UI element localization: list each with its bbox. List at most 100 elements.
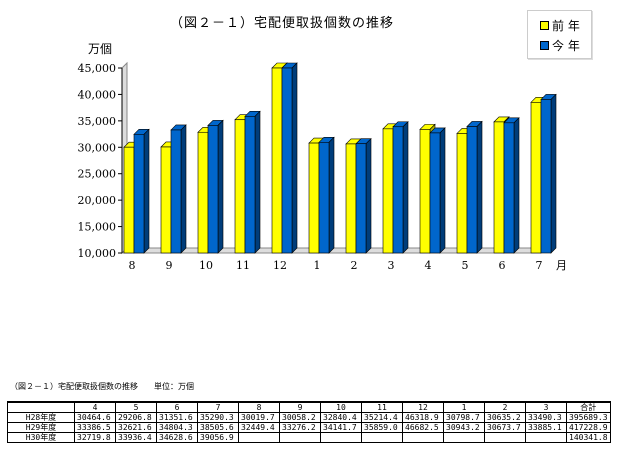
data-table: 4 5 6 7 8 9 10 11 12 1 2 3 合計 H28年度 30464.6 29206.8 3135…: [7, 401, 611, 443]
bar-previous: [160, 146, 172, 254]
y-tick-label: 20,000: [78, 194, 117, 207]
bar-previous: [382, 128, 394, 254]
bar-current: [540, 99, 552, 254]
row-label: [7, 401, 75, 413]
row-label: H28年度: [7, 412, 75, 423]
table-cell: 10: [320, 401, 362, 413]
bar-side: [476, 120, 483, 254]
table-cell: 31351.6: [156, 412, 198, 423]
bar-side: [217, 119, 224, 254]
table-cell: 合計: [566, 401, 611, 413]
bar-side: [439, 127, 446, 254]
table-cell: [443, 432, 485, 443]
x-tick-label: 7: [536, 259, 543, 272]
bar-current: [170, 129, 182, 254]
x-tick-label: 2: [351, 259, 358, 272]
legend-label: 今 年: [552, 39, 580, 53]
table-cell: 3: [525, 401, 567, 413]
table-cell: 1: [443, 401, 485, 413]
bar-current: [466, 126, 478, 254]
table-cell: [525, 432, 567, 443]
x-tick-label: 12: [273, 259, 287, 272]
x-tick-label: 9: [166, 259, 173, 272]
row-label: H29年度: [7, 422, 75, 433]
bar-previous: [456, 133, 468, 254]
table-cell: [484, 432, 526, 443]
bar-previous: [345, 143, 357, 254]
table-cell: 46682.5: [402, 422, 444, 433]
table-cell: 30058.2: [279, 412, 321, 423]
bar-side: [328, 136, 335, 254]
x-tick-label: 8: [129, 259, 136, 272]
bar-current: [244, 116, 256, 254]
bar-current: [281, 67, 293, 254]
table-cell: 29206.8: [115, 412, 157, 423]
table-cell: 6: [156, 401, 198, 413]
table-cell: 34804.3: [156, 422, 198, 433]
table-cell: 34141.7: [320, 422, 362, 433]
bar-side: [513, 117, 520, 254]
y-tick-label: 40,000: [78, 88, 117, 101]
table-cell: 30798.7: [443, 412, 485, 423]
y-tick-label: 15,000: [78, 221, 117, 234]
bar-current: [392, 126, 404, 254]
bar-side: [291, 62, 298, 254]
table-cell: 32719.8: [74, 432, 116, 443]
x-tick-label: 6: [499, 259, 506, 272]
bar-side: [143, 128, 150, 254]
bar-current: [318, 142, 330, 254]
x-tick-label: 10: [199, 259, 213, 272]
table-cell: [361, 432, 403, 443]
table-cell: 32449.4: [238, 422, 280, 433]
bar-previous: [123, 146, 135, 254]
bar-side: [550, 93, 557, 254]
table-cell: 11: [361, 401, 403, 413]
bar-previous: [419, 129, 431, 254]
table-cell: 34628.6: [156, 432, 198, 443]
table-row: H30年度 32719.8 33936.4 34628.6 39056.9 140341.…: [7, 432, 611, 443]
row-label: H30年度: [7, 432, 75, 443]
table-title: （図２－１）宅配便取扱個数の推移 単位：万個: [10, 382, 194, 391]
legend-swatch-prev: [540, 21, 549, 30]
table-cell: 5: [115, 401, 157, 413]
table-cell: 30943.2: [443, 422, 485, 433]
table-cell: 33885.1: [525, 422, 567, 433]
table-row: H28年度 30464.6 29206.8 31351.6 35290.3 30019.7…: [7, 412, 611, 423]
table-cell: [238, 432, 280, 443]
table-cell: 2: [484, 401, 526, 413]
bar-previous: [530, 102, 542, 254]
table-cell: 35290.3: [197, 412, 239, 423]
table-cell: 30464.6: [74, 412, 116, 423]
y-tick-label: 30,000: [78, 141, 117, 154]
bar-current: [355, 143, 367, 254]
table-cell: 417228.9: [566, 422, 611, 433]
table-cell: 7: [197, 401, 239, 413]
table-cell: 4: [74, 401, 116, 413]
bar-side: [365, 138, 372, 254]
bar-current: [429, 132, 441, 254]
bar-previous: [493, 121, 505, 254]
table-cell: [402, 432, 444, 443]
table-row: H29年度 33386.5 32621.6 34804.3 38505.6 32449.4…: [7, 422, 611, 433]
bar-previous: [271, 67, 283, 254]
table-cell: 140341.8: [566, 432, 611, 443]
bar-side: [402, 121, 409, 254]
table-cell: 33936.4: [115, 432, 157, 443]
bar-previous: [308, 142, 320, 254]
table-cell: 30635.2: [484, 412, 526, 423]
x-tick-label: 1: [314, 259, 321, 272]
table-cell: 33276.2: [279, 422, 321, 433]
x-tick-label: 11: [236, 259, 250, 272]
table-cell: 9: [279, 401, 321, 413]
table-cell: 8: [238, 401, 280, 413]
table-cell: 12: [402, 401, 444, 413]
y-axis-label: 万個: [88, 42, 113, 56]
table-cell: 35859.0: [361, 422, 403, 433]
legend-item-prev: 前 年: [540, 17, 580, 34]
chart-title: （図２－１）宅配便取扱個数の推移: [170, 16, 395, 31]
bar-previous: [197, 131, 209, 254]
table-cell: 39056.9: [197, 432, 239, 443]
table-cell: 46318.9: [402, 412, 444, 423]
legend-swatch-curr: [540, 41, 549, 50]
y-tick-label: 10,000: [78, 247, 117, 260]
